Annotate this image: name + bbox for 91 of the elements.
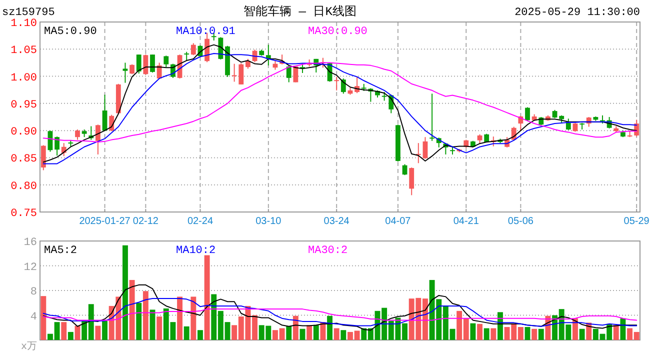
candlestick bbox=[122, 62, 128, 84]
bar bbox=[620, 318, 626, 340]
y-axis-title: x万 bbox=[20, 341, 37, 353]
bar bbox=[129, 280, 135, 340]
chart-title: 智能车辆 — 日K线图 bbox=[244, 4, 356, 19]
bar bbox=[95, 326, 101, 340]
text: 2025-05-29 11:30:00 bbox=[514, 7, 640, 19]
candlestick bbox=[402, 164, 408, 176]
bar bbox=[532, 328, 538, 340]
candlestick bbox=[340, 78, 346, 94]
bar bbox=[313, 325, 319, 340]
y-tick-label: 0.95 bbox=[10, 99, 37, 112]
bar bbox=[613, 325, 619, 340]
x-tick-label: 05-29 bbox=[624, 216, 650, 227]
candlestick bbox=[246, 58, 250, 70]
candlestick bbox=[566, 118, 571, 131]
candlestick bbox=[164, 55, 169, 68]
bar bbox=[102, 320, 108, 340]
bar bbox=[156, 316, 162, 340]
y-tick-label: 8 bbox=[30, 286, 37, 298]
y-tick-label: 0.80 bbox=[10, 180, 37, 193]
candlestick bbox=[40, 144, 46, 171]
bar bbox=[136, 302, 142, 340]
candlestick bbox=[54, 136, 60, 156]
bar bbox=[198, 330, 203, 340]
bar bbox=[470, 323, 476, 340]
candlestick bbox=[109, 114, 114, 132]
text: MA30:0.90 bbox=[308, 26, 368, 38]
candlestick bbox=[430, 93, 434, 142]
text: MA5:0.90 bbox=[44, 26, 97, 38]
x-tick-label: 2025-01-27 bbox=[79, 216, 131, 227]
line-series bbox=[42, 284, 638, 331]
text: MA10:2 bbox=[176, 245, 216, 257]
x-tick-label: 03-24 bbox=[324, 216, 350, 227]
y-tick-label: 0.75 bbox=[10, 208, 37, 220]
y-tick-label: 12 bbox=[24, 262, 37, 274]
y-tick-label: 4 bbox=[30, 311, 38, 324]
bar bbox=[177, 296, 182, 340]
candlestick bbox=[422, 136, 428, 160]
y-tick-label: 1.10 bbox=[10, 18, 37, 30]
x-tick-label: 03-10 bbox=[256, 216, 282, 227]
candlestick bbox=[286, 65, 292, 83]
bar bbox=[204, 255, 210, 340]
line-series bbox=[42, 308, 638, 321]
y-tick-label: 0.85 bbox=[10, 154, 37, 166]
bar bbox=[340, 330, 346, 340]
line-series bbox=[42, 298, 638, 327]
candlestick bbox=[218, 36, 224, 60]
bar bbox=[40, 296, 46, 340]
x-tick-label: 04-21 bbox=[453, 216, 480, 227]
y-tick-label: 1.05 bbox=[10, 45, 37, 58]
x-tick-label: 02-12 bbox=[132, 216, 159, 227]
bar bbox=[300, 328, 306, 340]
bar bbox=[490, 328, 496, 340]
series-label: MA10:0.91 bbox=[176, 26, 236, 38]
candlestick bbox=[300, 63, 305, 74]
bar bbox=[68, 332, 74, 340]
bar bbox=[286, 326, 292, 340]
bar bbox=[327, 316, 332, 340]
x-tick-label: 02-24 bbox=[187, 216, 214, 227]
candlestick bbox=[150, 54, 155, 73]
candlestick bbox=[477, 134, 482, 144]
bar bbox=[61, 322, 67, 340]
candlestick bbox=[143, 54, 148, 76]
bar bbox=[142, 291, 148, 340]
text: sz159795 bbox=[2, 7, 55, 19]
bar bbox=[306, 325, 312, 340]
candlestick bbox=[75, 128, 80, 140]
bar bbox=[538, 328, 544, 340]
bar bbox=[122, 245, 128, 340]
y-tick-label: 16 bbox=[24, 237, 37, 249]
y-tick-label: 0.90 bbox=[10, 126, 37, 139]
bar bbox=[184, 326, 190, 340]
text: MA5:2 bbox=[44, 245, 78, 257]
candlestick bbox=[96, 124, 100, 155]
candlestick bbox=[130, 64, 134, 75]
candlestick bbox=[190, 42, 196, 56]
bar bbox=[477, 324, 482, 340]
candlestick bbox=[525, 106, 530, 122]
y-tick-label: 1.00 bbox=[10, 72, 37, 84]
bar bbox=[579, 328, 585, 340]
text: MA30:2 bbox=[308, 245, 348, 257]
x-tick-label: 04-07 bbox=[385, 216, 412, 227]
bar bbox=[190, 296, 196, 340]
x-tick-label: 05-06 bbox=[508, 216, 534, 227]
bar bbox=[484, 328, 490, 340]
bar bbox=[334, 328, 340, 340]
candlestick bbox=[334, 76, 340, 91]
candlestick bbox=[409, 166, 414, 196]
bar bbox=[524, 327, 530, 340]
candlestick bbox=[136, 54, 142, 74]
